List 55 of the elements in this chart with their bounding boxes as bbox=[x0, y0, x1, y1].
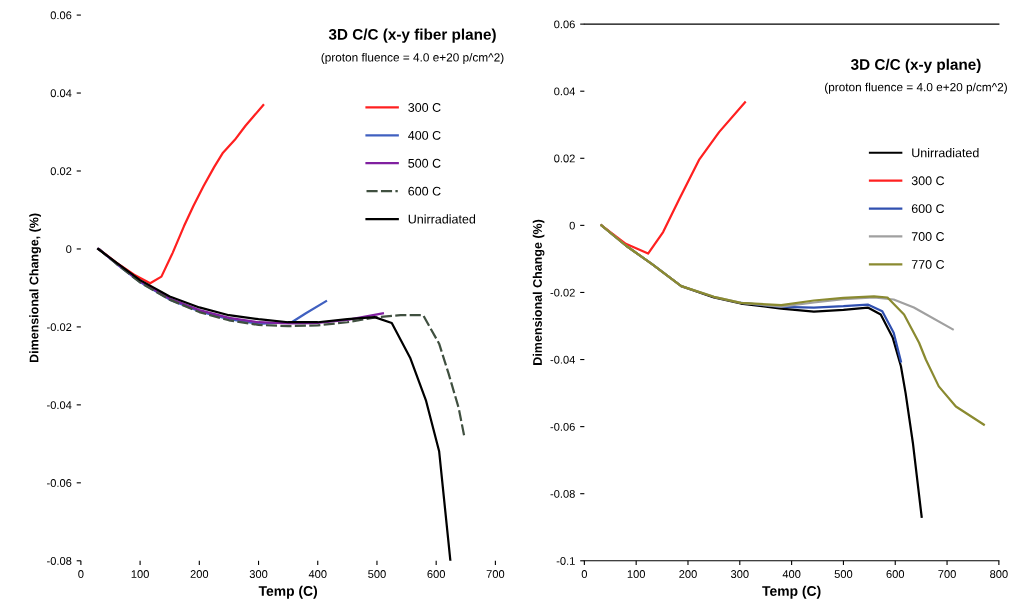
legend-label: 600 C bbox=[911, 204, 945, 214]
legend-label: 400 C bbox=[408, 130, 441, 140]
y-tick-label: -0.1 bbox=[556, 557, 575, 565]
x-axis-title: Temp (C) bbox=[258, 585, 318, 599]
legend-label: 300 C bbox=[408, 103, 441, 112]
y-tick-label: 0.06 bbox=[554, 20, 575, 29]
y-tick-label: -0.04 bbox=[550, 355, 576, 364]
y-tick-label: -0.08 bbox=[47, 557, 72, 565]
x-tick-label: 0 bbox=[581, 570, 588, 578]
x-tick-label: 700 bbox=[938, 570, 956, 578]
x-tick-label: 400 bbox=[308, 570, 327, 578]
legend-label: 500 C bbox=[408, 158, 441, 168]
legend-label: Unirradiated bbox=[408, 214, 476, 224]
y-tick-label: -0.04 bbox=[47, 401, 72, 410]
line-series bbox=[600, 224, 985, 426]
y-tick-label: 0 bbox=[569, 221, 575, 230]
text: 3D C/C (x-y fiber plane) bbox=[328, 28, 496, 43]
x-tick-label: 100 bbox=[627, 570, 646, 578]
y-tick-label: 0.06 bbox=[50, 11, 72, 20]
x-tick-label: 100 bbox=[131, 570, 149, 578]
line-series bbox=[96, 247, 452, 561]
y-tick-label: 0.04 bbox=[554, 87, 576, 96]
y-tick-label: -0.06 bbox=[550, 422, 575, 431]
x-tick-label: 300 bbox=[249, 570, 268, 578]
y-tick-label: 0.02 bbox=[554, 154, 575, 163]
x-tick-label: 500 bbox=[834, 570, 853, 578]
legend-label: 770 C bbox=[911, 260, 945, 269]
y-tick-label: -0.02 bbox=[47, 323, 72, 332]
x-tick-label: 800 bbox=[990, 570, 1008, 578]
y-axis-title: Dimensional Change, (%) bbox=[29, 213, 41, 363]
y-tick-label: 0 bbox=[66, 245, 72, 254]
y-axis-title: Dimensional Change (%) bbox=[532, 219, 545, 365]
text: 3D C/C (x-y plane) bbox=[850, 58, 981, 73]
x-tick-label: 200 bbox=[190, 570, 209, 578]
legend-label: Unirradiated bbox=[912, 148, 979, 158]
y-tick-label: -0.02 bbox=[550, 288, 575, 297]
x-tick-label: 200 bbox=[679, 570, 697, 578]
x-axis-title: Temp (C) bbox=[762, 585, 821, 599]
text: (proton fluence = 4.0 e+20 p/cm^2) bbox=[825, 82, 1007, 94]
legend-label: 700 C bbox=[911, 232, 945, 241]
x-tick-label: 600 bbox=[886, 570, 905, 578]
x-tick-label: 300 bbox=[730, 570, 749, 578]
y-tick-label: 0.02 bbox=[50, 167, 72, 176]
x-tick-label: 600 bbox=[427, 570, 446, 578]
legend-label: 600 C bbox=[408, 186, 441, 196]
text: (proton fluence = 4.0 e+20 p/cm^2) bbox=[321, 52, 504, 64]
x-tick-label: 0 bbox=[78, 570, 84, 578]
x-tick-label: 500 bbox=[368, 570, 386, 578]
x-tick-label: 400 bbox=[782, 570, 801, 578]
y-tick-label: 0.04 bbox=[50, 89, 72, 98]
x-tick-label: 700 bbox=[486, 570, 505, 578]
y-tick-label: -0.06 bbox=[47, 479, 72, 487]
line-series bbox=[97, 247, 384, 325]
legend-label: 300 C bbox=[911, 176, 945, 186]
y-tick-label: -0.08 bbox=[550, 489, 575, 498]
